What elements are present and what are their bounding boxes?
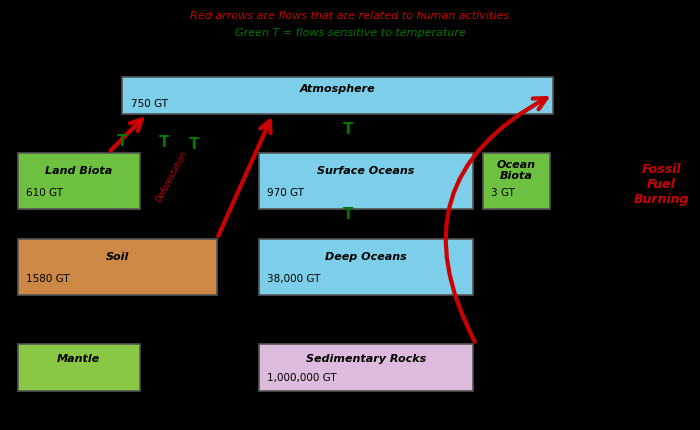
Text: 1580 GT: 1580 GT bbox=[26, 274, 69, 284]
FancyBboxPatch shape bbox=[18, 239, 217, 295]
Text: Mantle: Mantle bbox=[57, 354, 100, 364]
FancyArrowPatch shape bbox=[218, 121, 270, 236]
FancyBboxPatch shape bbox=[18, 344, 140, 391]
Text: 3 GT: 3 GT bbox=[491, 188, 515, 198]
Text: Red arrows are flows that are related to human activities: Red arrows are flows that are related to… bbox=[190, 11, 510, 21]
FancyBboxPatch shape bbox=[18, 153, 140, 209]
Text: Soil: Soil bbox=[106, 252, 129, 261]
FancyArrowPatch shape bbox=[340, 119, 346, 150]
FancyArrowPatch shape bbox=[319, 211, 325, 233]
FancyArrowPatch shape bbox=[95, 214, 101, 236]
FancyArrowPatch shape bbox=[446, 98, 547, 341]
Text: Atmosphere: Atmosphere bbox=[300, 84, 376, 94]
Text: Ocean
Biota: Ocean Biota bbox=[497, 160, 536, 181]
FancyBboxPatch shape bbox=[259, 153, 472, 209]
Text: Deforestation: Deforestation bbox=[154, 149, 189, 204]
Text: 38,000 GT: 38,000 GT bbox=[267, 274, 321, 284]
Text: Land Biota: Land Biota bbox=[45, 166, 113, 175]
Text: T: T bbox=[189, 138, 200, 152]
Text: 750 GT: 750 GT bbox=[131, 99, 168, 109]
FancyBboxPatch shape bbox=[483, 153, 550, 209]
FancyArrowPatch shape bbox=[340, 214, 346, 236]
Text: 1,000,000 GT: 1,000,000 GT bbox=[267, 373, 337, 383]
Text: Deep Oceans: Deep Oceans bbox=[325, 252, 407, 261]
FancyArrowPatch shape bbox=[363, 299, 368, 341]
Text: Sedimentary Rocks: Sedimentary Rocks bbox=[306, 354, 426, 364]
FancyBboxPatch shape bbox=[259, 344, 472, 391]
FancyBboxPatch shape bbox=[122, 77, 553, 114]
Text: Surface Oceans: Surface Oceans bbox=[317, 166, 414, 175]
Text: T: T bbox=[160, 135, 169, 150]
Text: T: T bbox=[117, 135, 127, 149]
Text: T: T bbox=[343, 207, 353, 221]
Text: Green T = flows sensitive to temperature: Green T = flows sensitive to temperature bbox=[234, 28, 466, 38]
Text: 610 GT: 610 GT bbox=[26, 188, 63, 198]
FancyArrowPatch shape bbox=[319, 117, 325, 147]
FancyArrowPatch shape bbox=[143, 366, 254, 370]
Text: T: T bbox=[343, 122, 353, 136]
FancyArrowPatch shape bbox=[111, 119, 142, 150]
FancyBboxPatch shape bbox=[259, 239, 472, 295]
Text: Fossil
Fuel
Burning: Fossil Fuel Burning bbox=[634, 163, 690, 206]
Text: 970 GT: 970 GT bbox=[267, 188, 304, 198]
